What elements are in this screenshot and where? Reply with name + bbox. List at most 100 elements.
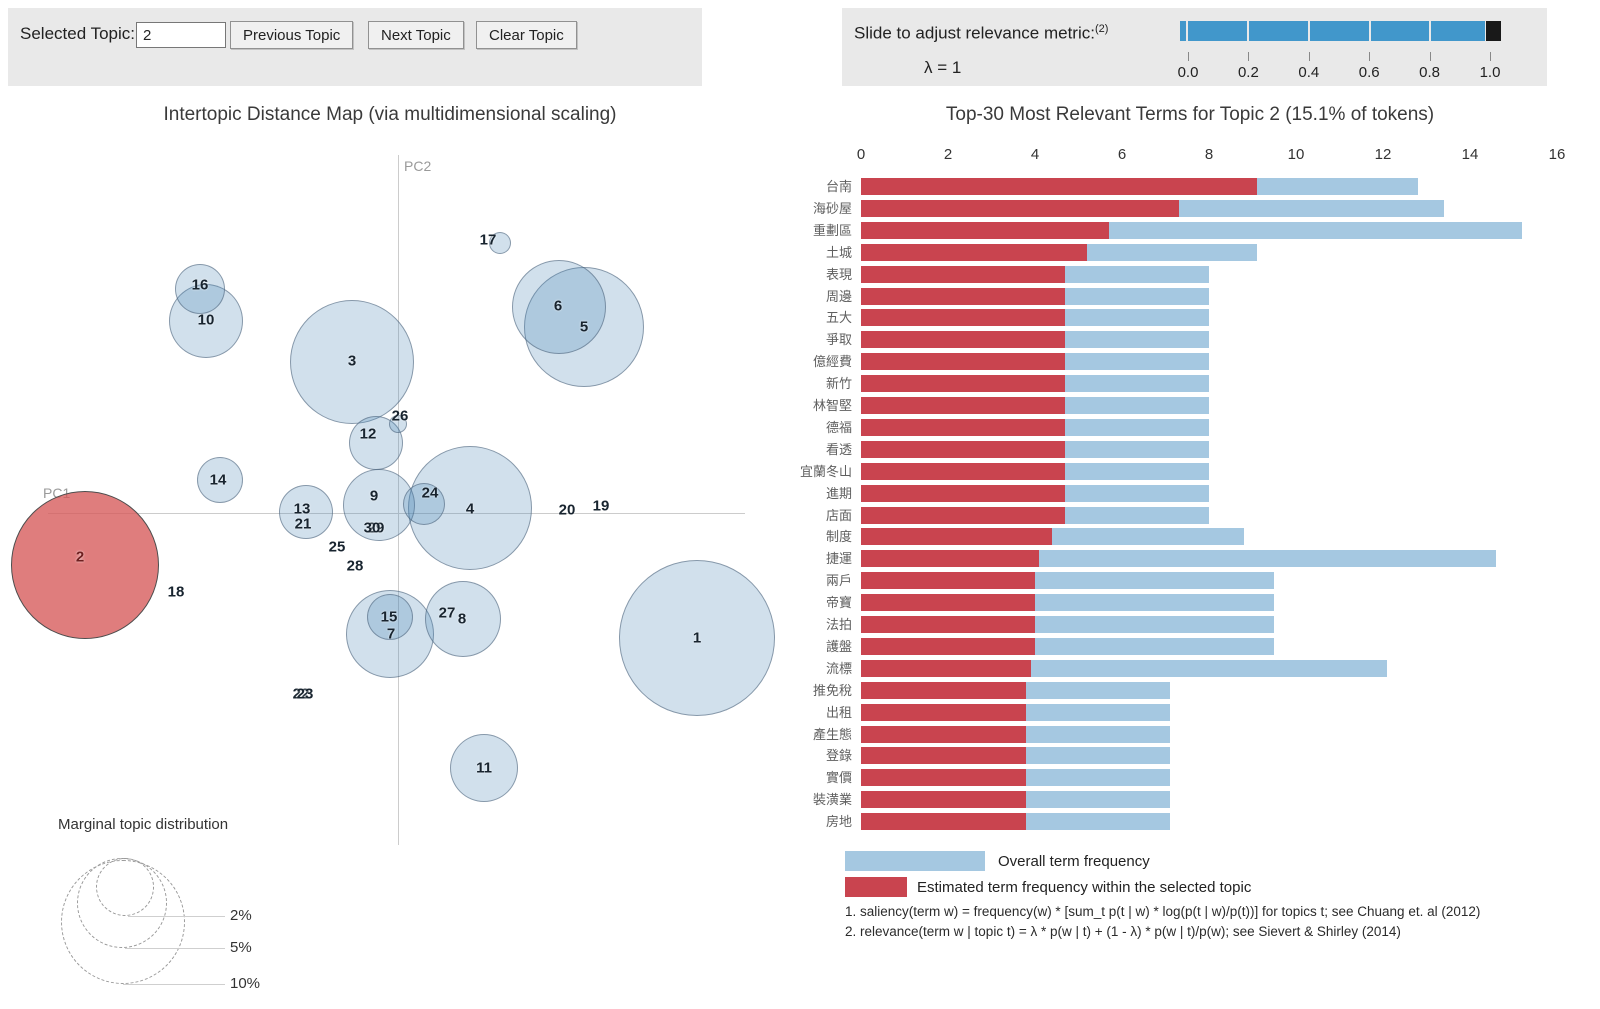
slider-tick-mark: [1369, 52, 1371, 61]
term-label[interactable]: 護盤: [825, 638, 852, 654]
topic-bubble-17[interactable]: [489, 232, 511, 254]
topic-frequency-bar[interactable]: [861, 681, 1027, 699]
term-label[interactable]: 制度: [825, 529, 852, 545]
topic-frequency-bar[interactable]: [861, 572, 1035, 590]
topic-bubble-4[interactable]: [408, 446, 532, 570]
term-label[interactable]: 進期: [825, 485, 852, 501]
legend-size-circle-10pct: [61, 860, 185, 984]
term-label[interactable]: 店面: [825, 507, 852, 523]
term-label[interactable]: 看透: [825, 441, 852, 457]
topic-frequency-bar[interactable]: [861, 747, 1027, 765]
topic-number-label-4: 4: [465, 500, 475, 518]
term-label[interactable]: 德福: [825, 419, 852, 435]
term-label[interactable]: 億經費: [812, 354, 852, 370]
topic-frequency-bar[interactable]: [861, 528, 1053, 546]
term-label[interactable]: 周邊: [825, 288, 852, 304]
topic-bubble-8[interactable]: [425, 581, 501, 657]
slider-tick-label: 0.6: [1358, 64, 1380, 81]
slider-tick-mark: [1490, 52, 1491, 61]
topic-frequency-bar[interactable]: [861, 637, 1035, 655]
topic-number-label-15: 15: [380, 608, 398, 626]
topic-frequency-bar[interactable]: [861, 353, 1066, 371]
topic-bubble-13[interactable]: [279, 485, 333, 539]
slider-tick-label: 1.0: [1479, 64, 1501, 81]
topic-bubble-15[interactable]: [367, 594, 413, 640]
topic-bubble-16[interactable]: [175, 264, 225, 314]
slider-segment: [1188, 21, 1247, 41]
term-label[interactable]: 法拍: [825, 617, 852, 632]
overall-frequency-legend-swatch: [845, 851, 985, 871]
topic-frequency-bar[interactable]: [861, 418, 1066, 436]
slider-handle[interactable]: [1486, 21, 1501, 41]
topic-bubble-2[interactable]: [11, 491, 159, 639]
topic-bubble-26[interactable]: [389, 415, 407, 433]
topic-frequency-bar[interactable]: [861, 462, 1066, 480]
topic-frequency-bar[interactable]: [861, 703, 1027, 721]
previous-topic-button[interactable]: Previous Topic: [230, 21, 354, 49]
topic-frequency-bar[interactable]: [861, 791, 1027, 809]
term-label[interactable]: 林智堅: [812, 398, 852, 413]
term-label[interactable]: 登錄: [825, 748, 852, 764]
term-label[interactable]: 新竹: [825, 376, 852, 392]
topic-frequency-bar[interactable]: [861, 309, 1066, 327]
topic-frequency-bar[interactable]: [861, 178, 1257, 195]
term-label[interactable]: 裝潢業: [812, 792, 852, 808]
topic-frequency-bar[interactable]: [861, 199, 1179, 217]
topic-frequency-bar[interactable]: [861, 484, 1066, 502]
term-label[interactable]: 捷運: [825, 551, 852, 567]
topic-number-label-11: 11: [476, 759, 492, 777]
term-label[interactable]: 出租: [825, 704, 852, 720]
topic-number-label-25: 25: [328, 538, 346, 556]
topic-frequency-bar[interactable]: [861, 659, 1031, 677]
topic-frequency-bar[interactable]: [861, 221, 1109, 239]
term-label[interactable]: 台南: [825, 179, 852, 194]
clear-topic-button[interactable]: Clear Topic: [476, 21, 577, 49]
topic-frequency-bar[interactable]: [861, 375, 1066, 393]
term-label[interactable]: 推免稅: [812, 682, 852, 698]
term-label[interactable]: 產生態: [812, 726, 852, 742]
topic-bubble-3[interactable]: [290, 300, 414, 424]
term-label[interactable]: 流標: [825, 660, 852, 676]
topic-frequency-bar[interactable]: [861, 397, 1066, 414]
term-label[interactable]: 宜蘭冬山: [799, 463, 852, 479]
term-label[interactable]: 土城: [825, 244, 852, 260]
topic-bubble-6[interactable]: [512, 260, 606, 354]
topic-frequency-bar[interactable]: [861, 725, 1027, 743]
topic-bubble-24[interactable]: [403, 483, 445, 525]
topic-number-label-23: 23: [296, 685, 314, 703]
term-label[interactable]: 兩戶: [825, 573, 852, 589]
topic-frequency-bar[interactable]: [861, 813, 1027, 831]
topic-frequency-bar[interactable]: [861, 243, 1088, 261]
selected-topic-input[interactable]: [136, 22, 226, 48]
topic-bubble-11[interactable]: [450, 734, 518, 802]
term-label[interactable]: 表現: [825, 266, 852, 282]
topic-frequency-bar[interactable]: [861, 287, 1066, 305]
term-label[interactable]: 五大: [825, 310, 852, 326]
topic-frequency-bar[interactable]: [861, 331, 1066, 349]
topic-bubble-14[interactable]: [197, 457, 243, 503]
slider-label-footnote-ref: (2): [1094, 23, 1109, 35]
topic-number-label-16: 16: [191, 276, 209, 294]
term-label[interactable]: 房地: [825, 814, 852, 830]
term-label[interactable]: 重劃區: [812, 222, 852, 238]
term-label[interactable]: 海砂屋: [812, 200, 852, 216]
term-label[interactable]: 爭取: [825, 332, 852, 348]
term-label[interactable]: 實價: [825, 770, 852, 786]
topic-frequency-bar[interactable]: [861, 769, 1027, 787]
relevance-slider-track[interactable]: [1180, 21, 1502, 41]
topic-frequency-bar[interactable]: [861, 550, 1040, 568]
topic-frequency-bar[interactable]: [861, 506, 1066, 524]
term-label[interactable]: 帝寶: [825, 595, 852, 611]
slider-tick-label: 0.4: [1298, 64, 1320, 81]
topic-frequency-bar[interactable]: [861, 440, 1066, 458]
topic-number-label-2: 2: [75, 548, 85, 566]
topic-selection-panel: Selected Topic: Previous Topic Next Topi…: [8, 8, 702, 86]
topic-number-label-8: 8: [457, 610, 467, 628]
topic-bubble-1[interactable]: [619, 560, 775, 716]
topic-frequency-bar[interactable]: [861, 616, 1035, 633]
next-topic-button[interactable]: Next Topic: [368, 21, 464, 49]
topic-number-label-5: 5: [579, 318, 589, 336]
topic-frequency-bar[interactable]: [861, 594, 1035, 612]
term-bar-chart: 0 2 4 6 8 10 12 14 16 台南 海砂屋 重劃區 土城 表現 周邊 五大 爭取 億經費 新竹 林智堅…: [790, 140, 1595, 939]
topic-frequency-bar[interactable]: [861, 265, 1066, 283]
